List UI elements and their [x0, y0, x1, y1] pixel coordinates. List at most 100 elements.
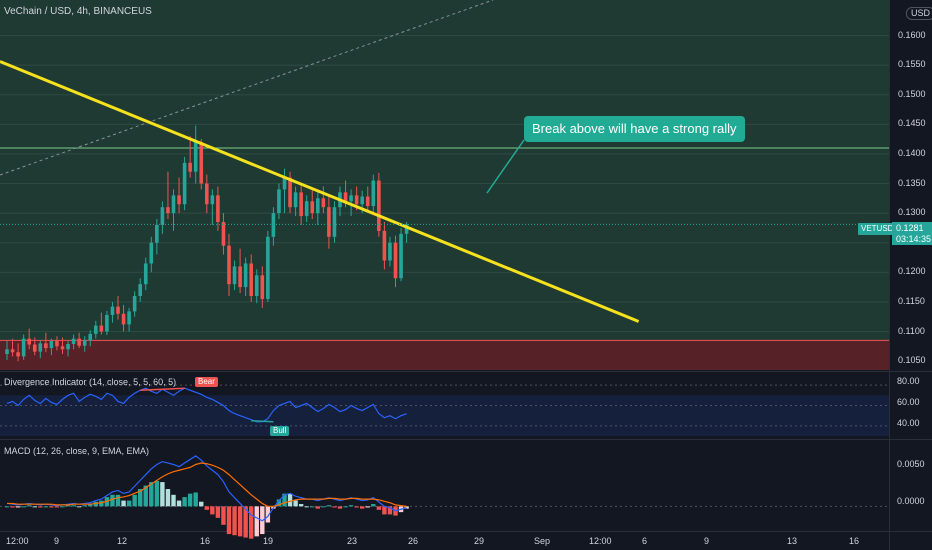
macd-histogram-bar	[176, 500, 182, 507]
candle-body	[221, 222, 226, 246]
macd-histogram-bar	[226, 506, 232, 535]
candle-body	[377, 180, 381, 231]
candle-body	[5, 349, 9, 355]
candle-body	[138, 284, 142, 296]
candle-body	[216, 195, 220, 222]
candle-body	[238, 266, 242, 288]
candle-body	[227, 245, 231, 285]
candle-body	[360, 196, 364, 205]
candle-body	[316, 198, 320, 214]
macd-histogram-bar	[15, 506, 21, 508]
macd-histogram-bar	[126, 500, 132, 507]
macd-histogram-bar	[387, 506, 393, 515]
macd-histogram-bar	[149, 482, 154, 507]
chart-title: VeChain / USD, 4h, BINANCEUS	[4, 6, 152, 17]
candle-body	[299, 192, 303, 217]
candle-body	[399, 233, 403, 279]
macd-histogram-bar	[310, 506, 315, 508]
candle-body	[199, 142, 204, 184]
price-tick: 0.1500	[898, 88, 926, 99]
candle-body	[55, 340, 59, 347]
candle-body	[82, 340, 87, 346]
candle-body	[143, 263, 148, 285]
price-tick: 0.1600	[898, 29, 926, 40]
candle-body	[282, 177, 287, 190]
candle-body	[49, 340, 54, 349]
candle-body	[205, 183, 209, 205]
candle-body	[127, 311, 131, 325]
price-tick: 0.1300	[898, 207, 926, 218]
macd-histogram-bar	[171, 494, 176, 507]
candle-body	[77, 338, 81, 346]
macd-histogram-bar	[204, 506, 209, 510]
candle-body	[277, 189, 281, 214]
macd-histogram-bar	[221, 506, 226, 525]
candle-body	[393, 242, 398, 279]
macd-histogram-bar	[54, 506, 60, 508]
main-pane	[0, 0, 889, 370]
candle-body	[327, 207, 331, 237]
macd-histogram-bar	[121, 500, 126, 507]
candle-body	[66, 343, 70, 350]
macd-histogram-bar	[293, 500, 298, 507]
annotation-callout[interactable]: Break above will have a strong rally	[524, 116, 745, 142]
macd-histogram-bar	[265, 506, 271, 523]
candle-body	[99, 325, 104, 332]
candle-body	[288, 177, 292, 208]
macd-histogram-bar	[365, 506, 370, 508]
time-tick: 26	[408, 536, 419, 546]
time-tick: 12:00	[589, 536, 612, 546]
signal-line	[7, 462, 407, 507]
currency-selector[interactable]: USD	[906, 7, 932, 20]
candle-body	[388, 242, 392, 261]
candle-body	[155, 224, 159, 243]
symbol-badge: VETUSD	[858, 223, 897, 235]
time-tick: 9	[704, 536, 710, 546]
candle-body	[16, 352, 20, 357]
macd-histogram-bar	[27, 505, 32, 507]
macd-histogram-bar	[49, 506, 54, 508]
time-tick: 6	[642, 536, 648, 546]
candle-body	[349, 195, 353, 202]
divergence-title: Divergence Indicator (14, close, 5, 5, 6…	[4, 377, 177, 387]
time-tick: Sep	[534, 536, 551, 546]
macd-histogram-bar	[10, 506, 15, 508]
candle-body	[182, 162, 187, 205]
price-tick: 0.1150	[898, 295, 925, 306]
macd-histogram-bar	[382, 506, 387, 515]
macd-tick-0000: 0.0000	[897, 496, 925, 506]
candle-body	[249, 263, 253, 296]
time-tick: 19	[263, 536, 274, 546]
time-tick: 16	[200, 536, 211, 546]
candle-body	[371, 180, 376, 207]
candle-body	[94, 325, 98, 334]
macd-histogram-bar	[360, 506, 365, 509]
macd-histogram-bar	[304, 506, 309, 508]
macd-histogram-bar	[254, 506, 259, 537]
divergence-tick-80: 80.00	[897, 376, 920, 386]
macd-histogram-bar	[243, 506, 248, 538]
macd-histogram-bar	[60, 506, 65, 508]
candle-body	[160, 207, 165, 225]
time-tick: 16	[849, 536, 860, 546]
candle-body	[116, 306, 120, 314]
price-tick: 0.1050	[898, 355, 926, 366]
macd-histogram-bar	[38, 506, 43, 508]
descending-trendline	[0, 60, 640, 323]
bull-divergence-line	[251, 420, 274, 423]
macd-histogram-bar	[337, 506, 343, 509]
macd-tick-0050: 0.0050	[897, 459, 925, 469]
candle-body	[232, 266, 237, 285]
macd-histogram-bar	[154, 480, 160, 507]
macd-line	[6, 455, 407, 522]
bar-countdown: 03:14:35	[892, 233, 932, 245]
candle-body	[193, 142, 198, 172]
time-tick: 12:00	[6, 536, 29, 546]
candle-body	[32, 344, 37, 352]
candle-body	[254, 275, 259, 296]
macd-histogram-bar	[76, 506, 82, 508]
macd-histogram-bar	[276, 499, 282, 507]
bear-divergence-tag: Bear	[195, 377, 218, 387]
candle-body	[27, 338, 31, 345]
